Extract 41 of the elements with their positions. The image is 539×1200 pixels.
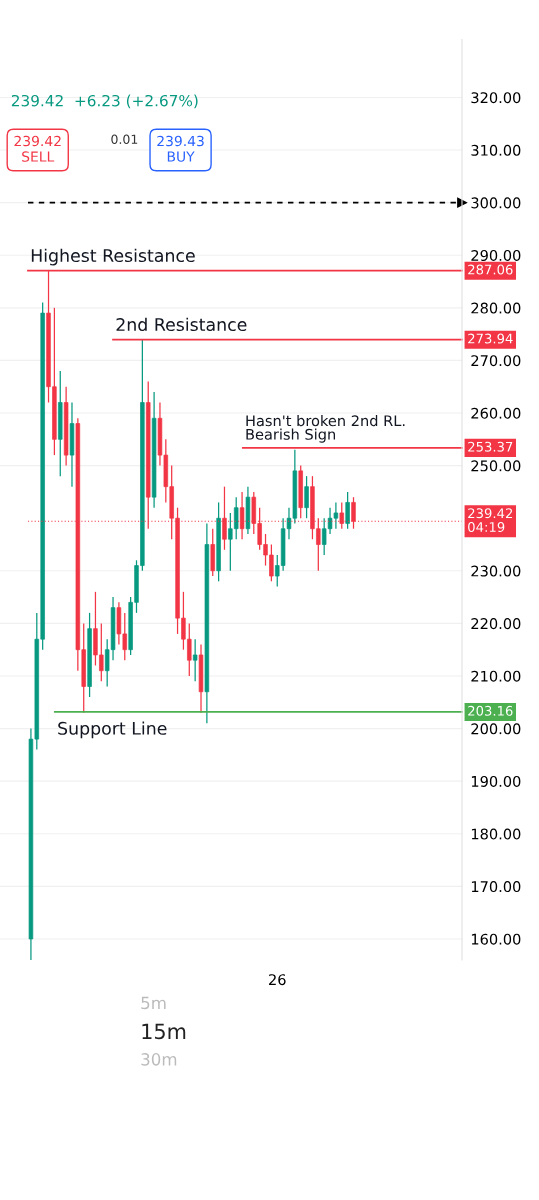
text: 30m (141, 1053, 177, 1066)
candlestick (345, 491, 350, 530)
y-tick-label: 300.00 (471, 197, 521, 209)
y-tick-label: 280.00 (471, 302, 521, 314)
y-tick-label: 180.00 (471, 828, 521, 840)
candlestick (69, 401, 75, 488)
y-tick-label: 210.00 (471, 670, 521, 682)
text: 273.94 (468, 333, 513, 344)
text: 287.06 (468, 264, 513, 275)
y-tick-label: 170.00 (471, 881, 521, 893)
y-tick-label: 220.00 (471, 618, 521, 630)
annotation: 239.43 BUY (157, 135, 204, 162)
candlestick (198, 643, 204, 714)
y-tick-label: 200.00 (471, 723, 521, 735)
text: 5m (141, 996, 166, 1010)
y-tick-label: 260.00 (471, 407, 521, 419)
y-tick-label: 320.00 (471, 92, 521, 104)
y-tick-label: 230.00 (471, 565, 521, 577)
text: 239.42 04:19 (468, 508, 513, 532)
candlestick (87, 612, 92, 698)
y-tick-label: 160.00 (471, 933, 521, 945)
candlestick (58, 370, 63, 477)
text: 203.16 (468, 705, 513, 716)
candlestick (298, 464, 303, 519)
annotation: 239.42 +6.23 (+2.67%) (11, 94, 198, 109)
y-tick-label: 250.00 (471, 460, 521, 472)
y-tick-label: 190.00 (471, 775, 521, 787)
candlestick (304, 475, 309, 519)
annotation: 0.01 (111, 134, 138, 145)
y-tick-label: 270.00 (471, 355, 521, 367)
x-tick-label: 26 (269, 974, 286, 986)
y-tick-label: 290.00 (471, 249, 521, 261)
ref-line-label: Hasn't broken 2nd RL. Bearish Sign (246, 414, 405, 443)
text: 15m (142, 1023, 186, 1040)
candlestick (210, 528, 215, 577)
ref-line-label: Support Line (58, 721, 167, 739)
text: 253.37 (468, 441, 513, 452)
ref-line-label: Highest Resistance (31, 248, 195, 266)
y-tick-label: 310.00 (471, 144, 521, 156)
ref-line-label: 2nd Resistance (116, 317, 247, 332)
annotation: 239.42 SELL (14, 135, 61, 162)
